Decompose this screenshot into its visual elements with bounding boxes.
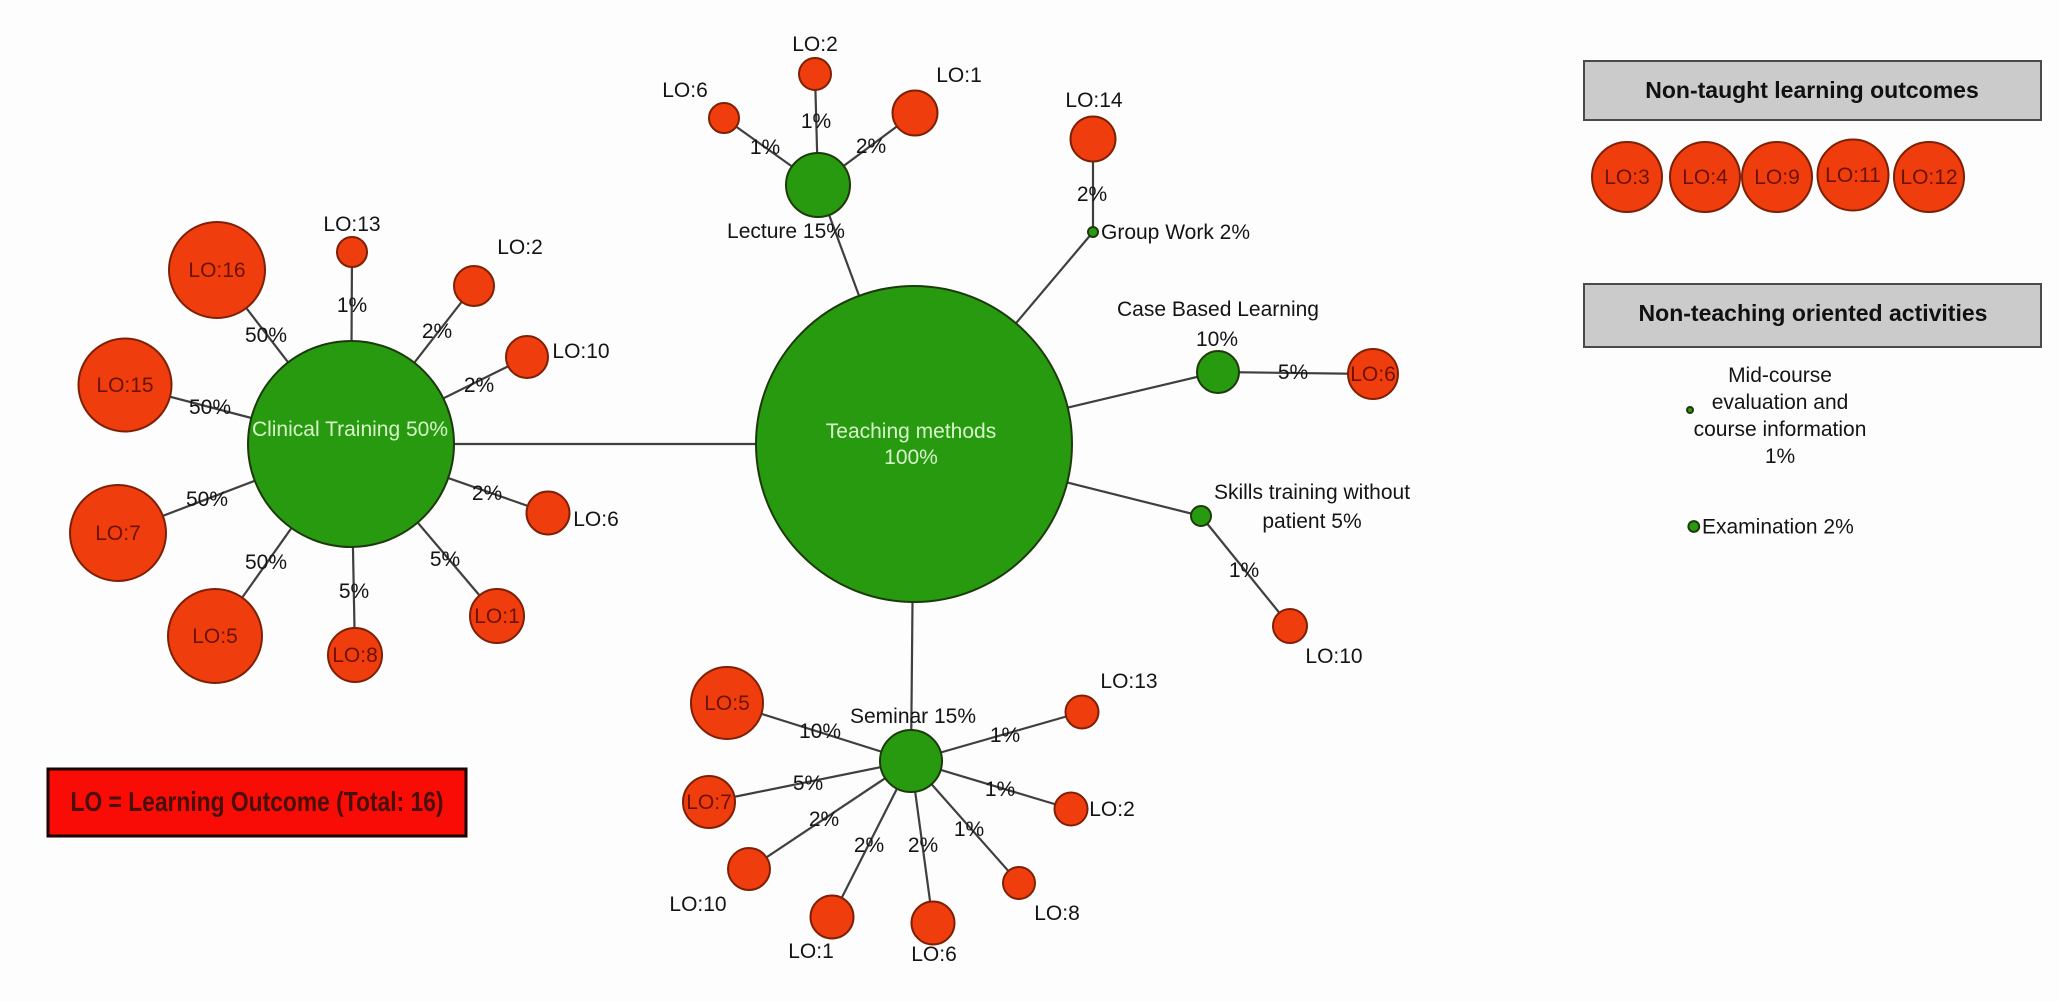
svg-text:1%: 1% — [1229, 559, 1259, 582]
svg-text:LO:10: LO:10 — [552, 340, 609, 363]
svg-text:2%: 2% — [464, 374, 494, 397]
svg-text:5%: 5% — [339, 580, 369, 603]
svg-text:1%: 1% — [1765, 445, 1795, 468]
svg-text:LO:2: LO:2 — [1089, 798, 1135, 821]
svg-text:Clinical Training 50%: Clinical Training 50% — [252, 418, 448, 441]
svg-text:Lecture 15%: Lecture 15% — [727, 220, 845, 243]
svg-text:2%: 2% — [1077, 183, 1107, 206]
svg-text:LO:6: LO:6 — [662, 79, 708, 102]
svg-text:5%: 5% — [430, 548, 460, 571]
svg-text:Seminar 15%: Seminar 15% — [850, 705, 976, 728]
svg-text:Group Work 2%: Group Work 2% — [1101, 221, 1250, 244]
svg-text:patient 5%: patient 5% — [1262, 510, 1361, 533]
svg-text:1%: 1% — [990, 724, 1020, 747]
svg-text:Skills training without: Skills training without — [1214, 481, 1410, 504]
svg-text:LO:5: LO:5 — [704, 692, 750, 715]
svg-text:100%: 100% — [884, 446, 938, 469]
svg-text:LO:8: LO:8 — [1034, 902, 1080, 925]
svg-text:1%: 1% — [985, 778, 1015, 801]
svg-text:5%: 5% — [793, 772, 823, 795]
svg-text:1%: 1% — [954, 818, 984, 841]
svg-text:evaluation and: evaluation and — [1712, 391, 1849, 414]
svg-text:LO:2: LO:2 — [792, 33, 838, 56]
svg-text:Examination 2%: Examination 2% — [1702, 516, 1854, 539]
svg-text:LO:1: LO:1 — [474, 605, 520, 628]
svg-text:LO:6: LO:6 — [573, 508, 619, 531]
svg-text:50%: 50% — [245, 551, 287, 574]
svg-text:LO:1: LO:1 — [788, 940, 834, 963]
svg-text:LO:2: LO:2 — [497, 236, 543, 259]
svg-text:LO:10: LO:10 — [1305, 645, 1362, 668]
svg-text:LO:15: LO:15 — [96, 374, 153, 397]
svg-text:2%: 2% — [908, 834, 938, 857]
svg-text:2%: 2% — [472, 482, 502, 505]
svg-text:LO:8: LO:8 — [332, 644, 378, 667]
svg-text:10%: 10% — [799, 720, 841, 743]
svg-text:Case Based Learning: Case Based Learning — [1117, 298, 1319, 321]
svg-text:Non-teaching oriented activiti: Non-teaching oriented activities — [1639, 300, 1988, 326]
svg-text:LO:5: LO:5 — [192, 625, 238, 648]
svg-text:2%: 2% — [856, 135, 886, 158]
svg-text:LO:7: LO:7 — [95, 522, 141, 545]
svg-text:2%: 2% — [854, 834, 884, 857]
svg-text:LO:6: LO:6 — [911, 943, 957, 966]
svg-text:LO:13: LO:13 — [1100, 670, 1157, 693]
svg-text:1%: 1% — [801, 110, 831, 133]
svg-text:5%: 5% — [1278, 361, 1308, 384]
svg-text:LO:7: LO:7 — [686, 791, 732, 814]
svg-text:50%: 50% — [186, 488, 228, 511]
svg-text:LO:11: LO:11 — [1825, 164, 1881, 187]
svg-text:LO:4: LO:4 — [1682, 166, 1728, 189]
svg-text:1%: 1% — [337, 294, 367, 317]
svg-text:LO:9: LO:9 — [1754, 166, 1800, 189]
svg-text:50%: 50% — [245, 324, 287, 347]
svg-text:50%: 50% — [189, 396, 231, 419]
svg-text:LO:14: LO:14 — [1065, 89, 1123, 112]
svg-text:LO = Learning Outcome (Total:: LO = Learning Outcome (Total: 16) — [71, 786, 444, 817]
svg-text:Mid-course: Mid-course — [1728, 364, 1832, 387]
svg-text:1%: 1% — [750, 136, 780, 159]
svg-text:LO:6: LO:6 — [1350, 363, 1396, 386]
svg-text:LO:16: LO:16 — [188, 259, 245, 282]
svg-text:course information: course information — [1694, 418, 1867, 441]
svg-text:2%: 2% — [422, 320, 452, 343]
svg-text:LO:3: LO:3 — [1604, 166, 1650, 189]
svg-text:LO:1: LO:1 — [936, 64, 982, 87]
svg-text:LO:13: LO:13 — [323, 213, 380, 236]
svg-text:Teaching methods: Teaching methods — [826, 420, 996, 443]
svg-text:LO:10: LO:10 — [669, 893, 726, 916]
svg-text:Non-taught learning outcomes: Non-taught learning outcomes — [1645, 77, 1979, 103]
svg-text:2%: 2% — [809, 808, 839, 831]
svg-text:10%: 10% — [1196, 328, 1238, 351]
svg-text:LO:12: LO:12 — [1900, 166, 1957, 189]
